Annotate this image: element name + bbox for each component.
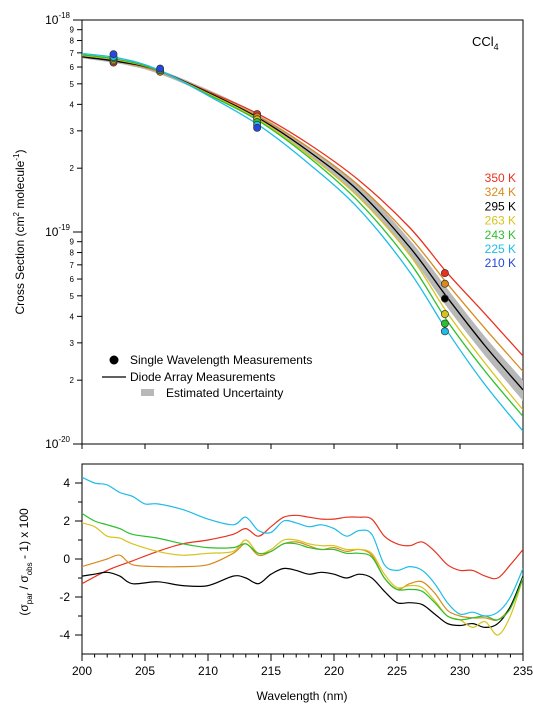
x-axis-label: Wavelength (nm) [257,689,348,703]
bottom-y-tick-label: -4 [59,628,70,642]
residual-line-295-k [82,567,523,629]
legend-single-wavelength: Single Wavelength Measurements [130,353,312,367]
bottom-y-tick-label: 2 [63,514,70,528]
residual-line-225-k [82,476,523,617]
measurement-point [440,327,449,336]
series-line-225-k [82,52,523,432]
measurement-point [440,294,449,303]
legend-entry-324-k: 324 K [485,185,516,199]
legend-entry-225-k: 225 K [485,242,516,256]
top-data-points [109,50,449,336]
legend-entry-295-k: 295 K [485,199,516,213]
bottom-y-tick-label: 0 [63,552,70,566]
y-minor-label: 9 [70,26,75,35]
bottom-series-lines [82,476,523,636]
y-decade-label: 10-20 [45,435,70,451]
molecule-annotation: CCl4 [472,34,499,52]
legend-diode-array: Diode Array Measurements [130,370,275,384]
bottom-axis-ticks: 4 2 0 -2 -4 200 205 210 215 220 225 230 235 [59,476,533,678]
series-line-243-k [82,54,523,417]
y-minor-label: 9 [70,238,75,247]
measurement-point [156,64,165,73]
bottom-y-tick-label: 4 [63,476,70,490]
top-panel: 10-18 10-19 10-20 2 3 4 5 6 7 8 9 2 3 4 5 6 7 8 9 CCl4 Cro… [12,11,524,451]
residual-line-243-k [82,512,523,621]
measurement-point [440,319,449,328]
legend-band-swatch [141,389,154,396]
bottom-plot-frame [81,463,524,655]
legend-point-swatch [109,355,119,365]
y-minor-label: 8 [70,249,75,258]
y-minor-label: 7 [70,49,75,58]
x-tick-label: 200 [72,664,92,678]
y-minor-label: 6 [70,275,75,284]
y-minor-label: 5 [70,292,75,301]
top-y-ticks: 10-18 10-19 10-20 2 3 4 5 6 7 8 9 2 3 4 5 6 7 8 9 [45,11,524,451]
y-minor-label: 3 [70,339,75,348]
y-decade-label: 10-19 [45,223,70,239]
x-tick-label: 205 [135,664,155,678]
legend-entry-210-k: 210 K [485,256,516,270]
x-tick-label: 235 [513,664,533,678]
x-tick-label: 230 [450,664,470,678]
measurement-point [109,50,118,59]
bottom-y-axis-label: (σpar / σobs - 1) x 100 [17,508,34,616]
bottom-panel: 4 2 0 -2 -4 200 205 210 215 220 225 230 235 (σpar / … [17,463,533,703]
bottom-y-tick-label: -2 [59,590,70,604]
method-legend: Single Wavelength Measurements Diode Arr… [102,353,312,400]
x-tick-label: 225 [387,664,407,678]
x-tick-label: 220 [324,664,344,678]
y-minor-label: 2 [70,376,75,385]
y-minor-label: 7 [70,261,75,270]
y-minor-label: 4 [70,312,75,321]
measurement-point [253,123,262,132]
y-minor-label: 6 [70,63,75,72]
legend-entry-263-k: 263 K [485,214,516,228]
top-series-lines [82,52,523,432]
legend-entry-350-k: 350 K [485,171,516,185]
legend-uncertainty: Estimated Uncertainty [166,386,283,400]
y-minor-label: 2 [70,164,75,173]
residual-line-350-k [82,514,523,585]
legend-entry-243-k: 243 K [485,228,516,242]
measurement-point [440,310,449,319]
y-decade-label: 10-18 [45,11,70,27]
residual-line-324-k [82,541,523,621]
measurement-point [440,269,449,278]
x-tick-label: 215 [261,664,281,678]
top-plot-frame [81,19,524,445]
y-minor-label: 3 [70,127,75,136]
y-minor-label: 8 [70,37,75,46]
top-y-axis-label: Cross Section (cm2 molecule-1) [12,150,27,315]
y-minor-label: 5 [70,80,75,89]
y-minor-label: 4 [70,100,75,109]
measurement-point [440,279,449,288]
x-tick-label: 210 [198,664,218,678]
